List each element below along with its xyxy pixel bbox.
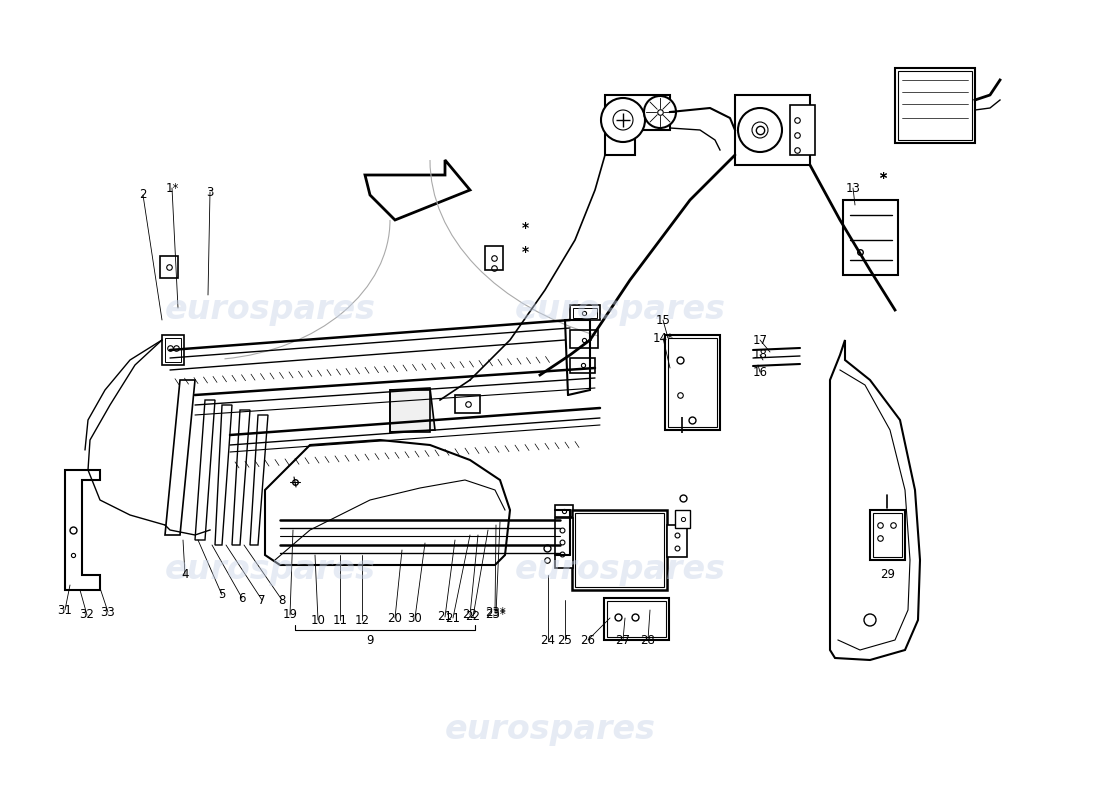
Text: eurospares: eurospares xyxy=(515,554,726,586)
Bar xyxy=(390,390,430,432)
Text: eurospares: eurospares xyxy=(444,714,656,746)
Text: 1*: 1* xyxy=(165,182,178,194)
Text: 25: 25 xyxy=(558,634,572,646)
Bar xyxy=(668,338,717,427)
Text: 9: 9 xyxy=(366,634,374,646)
Polygon shape xyxy=(250,415,268,545)
Text: 11: 11 xyxy=(332,614,348,626)
Text: 24: 24 xyxy=(540,634,556,646)
Text: 23*: 23* xyxy=(485,606,505,619)
Text: 28: 28 xyxy=(640,634,656,646)
Bar xyxy=(667,525,688,557)
Bar xyxy=(455,395,480,413)
Circle shape xyxy=(752,122,768,138)
Text: 31: 31 xyxy=(57,603,73,617)
Text: 23*: 23* xyxy=(485,607,506,621)
Bar xyxy=(604,598,669,640)
Polygon shape xyxy=(232,410,250,545)
Bar xyxy=(162,335,184,365)
Text: 16: 16 xyxy=(752,366,768,378)
Text: 21: 21 xyxy=(438,610,452,623)
Bar xyxy=(870,510,905,560)
Text: 20: 20 xyxy=(387,611,403,625)
Text: 10: 10 xyxy=(310,614,326,626)
Text: *: * xyxy=(521,245,529,259)
Polygon shape xyxy=(365,160,470,220)
Text: 29: 29 xyxy=(880,569,895,582)
Bar xyxy=(575,513,664,587)
Text: eurospares: eurospares xyxy=(165,294,375,326)
Bar xyxy=(666,335,720,430)
Polygon shape xyxy=(830,340,920,660)
Text: 12: 12 xyxy=(354,614,370,626)
Bar xyxy=(556,505,573,517)
Bar xyxy=(556,518,573,568)
Text: 21: 21 xyxy=(446,611,461,625)
Bar xyxy=(573,308,597,318)
Bar xyxy=(570,305,600,320)
Text: 3: 3 xyxy=(207,186,213,198)
Polygon shape xyxy=(265,440,510,565)
Polygon shape xyxy=(605,95,670,155)
Bar xyxy=(873,513,902,557)
Circle shape xyxy=(644,96,676,128)
Bar xyxy=(570,358,595,373)
Bar xyxy=(895,68,975,143)
Bar xyxy=(898,71,972,140)
Polygon shape xyxy=(195,400,214,540)
Text: 22: 22 xyxy=(462,609,477,622)
Text: eurospares: eurospares xyxy=(515,294,726,326)
Polygon shape xyxy=(165,380,195,535)
Text: 30: 30 xyxy=(408,611,422,625)
Text: 8: 8 xyxy=(278,594,286,606)
Text: *: * xyxy=(521,221,529,235)
Text: 33: 33 xyxy=(100,606,116,618)
Text: eurospares: eurospares xyxy=(165,554,375,586)
Text: 2: 2 xyxy=(140,189,146,202)
Text: 17: 17 xyxy=(752,334,768,346)
Bar xyxy=(675,510,690,528)
Polygon shape xyxy=(214,405,232,545)
Text: 15: 15 xyxy=(656,314,670,326)
Text: 6: 6 xyxy=(239,591,245,605)
Bar xyxy=(570,330,598,348)
Circle shape xyxy=(864,614,876,626)
Bar xyxy=(572,510,667,590)
Text: 19: 19 xyxy=(283,609,297,622)
Text: 5: 5 xyxy=(218,589,226,602)
Text: 22: 22 xyxy=(465,610,481,623)
Circle shape xyxy=(613,110,632,130)
Bar xyxy=(843,200,898,275)
Text: 13: 13 xyxy=(846,182,860,194)
Circle shape xyxy=(738,108,782,152)
Bar xyxy=(607,601,666,637)
Polygon shape xyxy=(65,470,100,590)
Bar xyxy=(485,246,503,270)
Circle shape xyxy=(601,98,645,142)
Bar xyxy=(790,105,815,155)
Text: *: * xyxy=(879,171,887,185)
Text: 27: 27 xyxy=(616,634,630,646)
Text: 32: 32 xyxy=(79,609,95,622)
Polygon shape xyxy=(390,388,435,432)
Text: 4: 4 xyxy=(182,569,189,582)
Text: 18: 18 xyxy=(752,349,768,362)
Text: 14*: 14* xyxy=(652,331,673,345)
Text: 26: 26 xyxy=(581,634,595,646)
Bar xyxy=(735,95,810,165)
Text: 7: 7 xyxy=(258,594,266,606)
Bar xyxy=(160,256,178,278)
Text: *: * xyxy=(879,171,887,185)
Bar xyxy=(165,338,182,362)
